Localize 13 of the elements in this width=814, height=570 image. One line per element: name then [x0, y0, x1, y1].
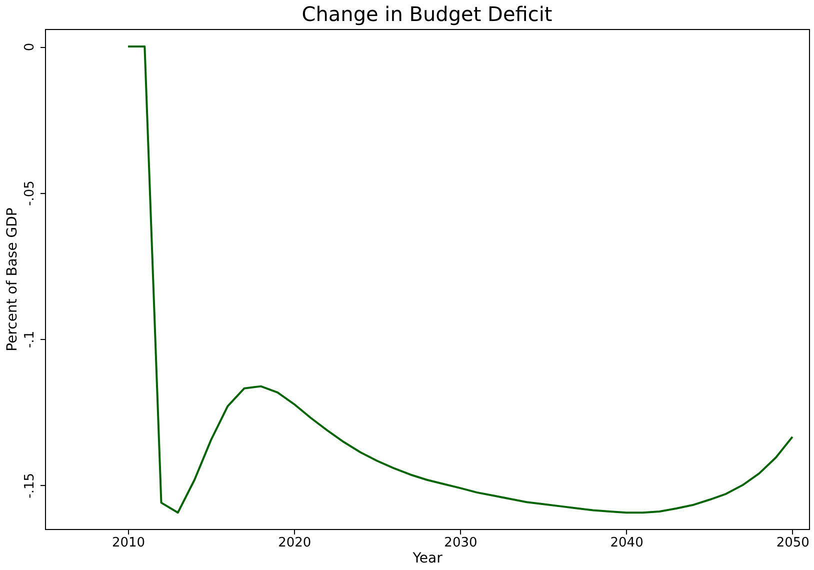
- chart-title: Change in Budget Deficit: [302, 2, 552, 26]
- x-tick-label: 2040: [610, 536, 644, 550]
- x-axis-title: Year: [412, 550, 443, 566]
- x-tick-label: 2020: [278, 536, 312, 550]
- line-series: [127, 46, 794, 514]
- x-tick-label: 2050: [776, 536, 810, 550]
- y-tick-label: -.1: [22, 330, 38, 348]
- y-tick-label: 0: [22, 42, 38, 52]
- x-tick-label: 2010: [112, 536, 146, 550]
- x-tick-label: 2030: [444, 536, 478, 550]
- y-tick-label: -.05: [22, 180, 38, 206]
- y-tick-label: -.15: [22, 472, 38, 498]
- y-axis-title: Percent of Base GDP: [4, 208, 20, 352]
